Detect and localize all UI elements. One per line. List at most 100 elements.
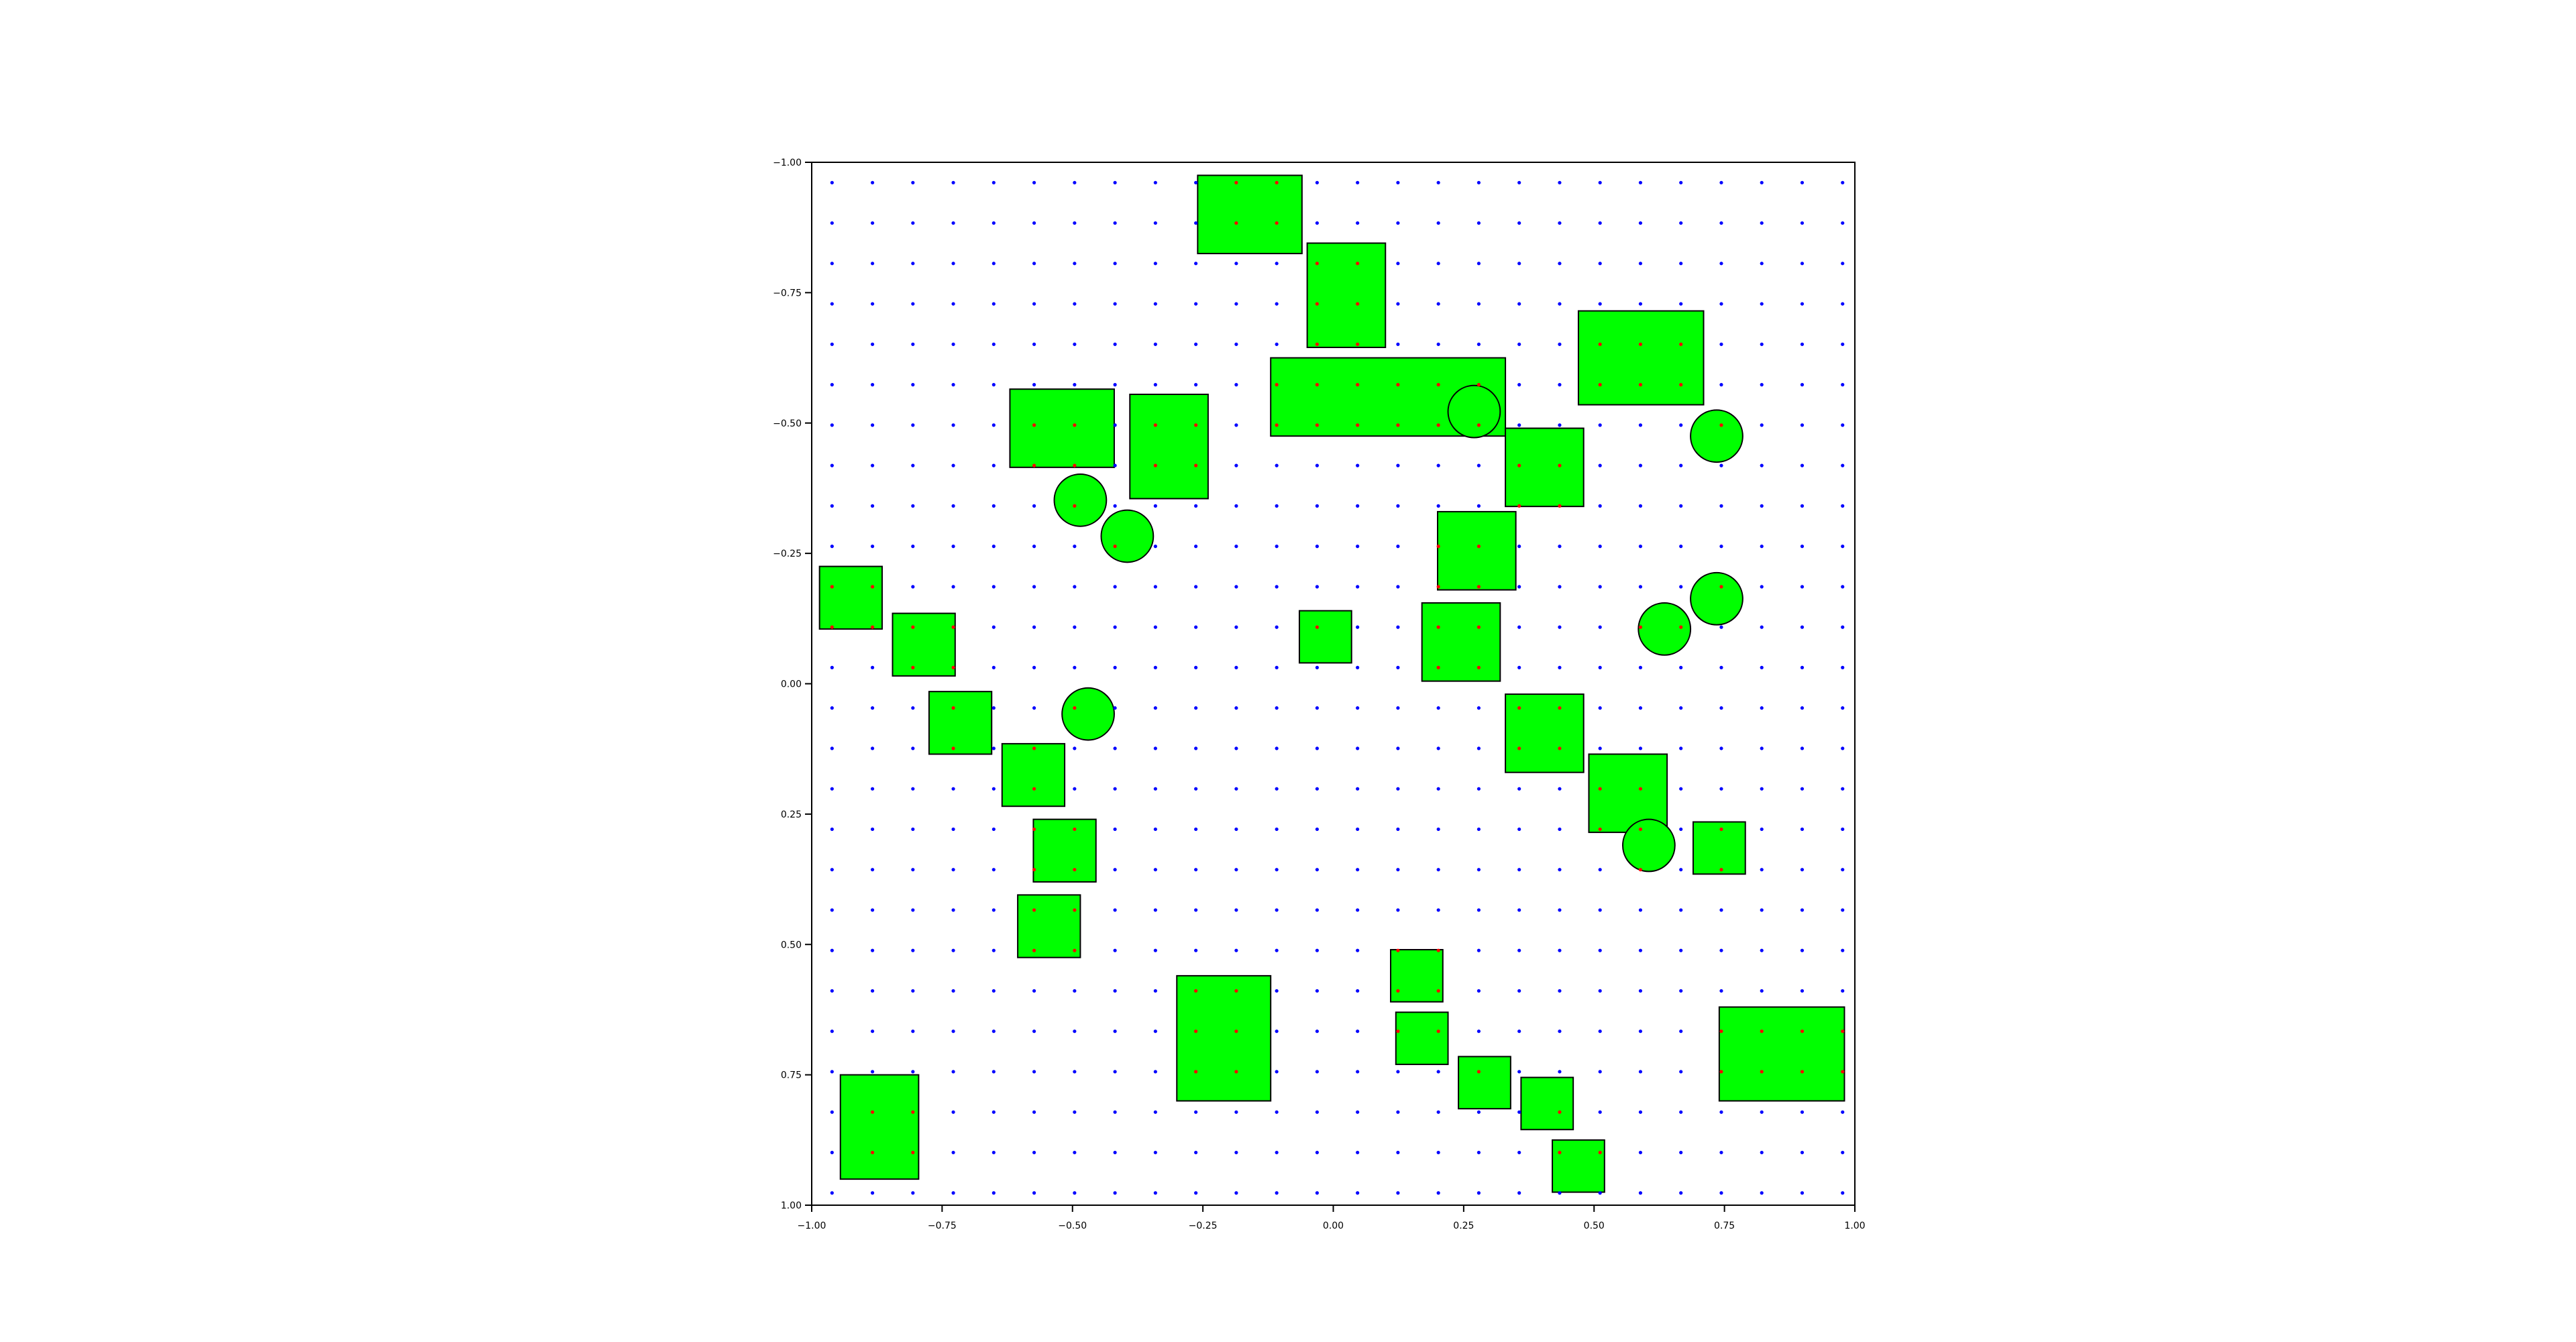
- sample-point-inside: [1315, 423, 1319, 427]
- sample-point-free: [1517, 948, 1521, 952]
- sample-point-inside: [1073, 827, 1077, 832]
- sample-point-free: [1679, 545, 1683, 549]
- sample-point-free: [830, 746, 834, 750]
- sample-point-inside: [1436, 665, 1440, 669]
- sample-point-free: [951, 545, 955, 549]
- sample-point-free: [991, 504, 996, 508]
- sample-point-free: [870, 706, 875, 710]
- sample-point-free: [1598, 989, 1602, 993]
- sample-point-free: [870, 383, 875, 387]
- sample-point-free: [1153, 383, 1157, 387]
- sample-point-free: [1638, 463, 1643, 467]
- sample-point-free: [1638, 221, 1643, 225]
- sample-point-free: [1113, 302, 1117, 306]
- sample-point-free: [1275, 625, 1279, 629]
- sample-point-free: [1679, 1029, 1683, 1033]
- sample-point-free: [1032, 262, 1036, 266]
- sample-point-free: [830, 868, 834, 872]
- sample-point-free: [1356, 868, 1360, 872]
- sample-point-free: [1153, 545, 1157, 549]
- sample-point-free: [1315, 1110, 1319, 1114]
- sample-point-free: [1598, 1110, 1602, 1114]
- sample-point-free: [991, 625, 996, 629]
- sample-point-free: [1719, 545, 1723, 549]
- sample-point-free: [1356, 1110, 1360, 1114]
- sample-point-inside: [1558, 1150, 1562, 1155]
- obstacle-rectangle-3: [1577, 310, 1705, 406]
- sample-point-free: [830, 342, 834, 346]
- sample-point-free: [1032, 545, 1036, 549]
- sample-point-free: [1032, 706, 1036, 710]
- sample-point-inside: [1477, 1070, 1481, 1074]
- sample-point-free: [1396, 180, 1400, 184]
- sample-point-free: [1396, 1070, 1400, 1074]
- sample-point-free: [830, 302, 834, 306]
- sample-point-inside: [911, 1110, 915, 1114]
- obstacle-rectangle-9: [818, 565, 883, 630]
- sample-point-free: [830, 262, 834, 266]
- sample-point-free: [1275, 1029, 1279, 1033]
- sample-point-free: [1396, 827, 1400, 832]
- sample-point-free: [1032, 504, 1036, 508]
- sample-point-free: [1679, 1070, 1683, 1074]
- sample-point-inside: [1194, 1070, 1198, 1074]
- sample-point-free: [991, 180, 996, 184]
- sample-point-free: [1800, 221, 1805, 225]
- sample-point-free: [830, 1150, 834, 1155]
- sample-point-free: [1194, 706, 1198, 710]
- sample-point-free: [1315, 585, 1319, 589]
- sample-point-free: [1558, 302, 1562, 306]
- sample-point-free: [911, 221, 915, 225]
- sample-point-inside: [1396, 1029, 1400, 1033]
- sample-point-free: [1558, 262, 1562, 266]
- sample-point-free: [1517, 1191, 1521, 1195]
- sample-point-free: [1113, 221, 1117, 225]
- y-tick-label: 0.00: [781, 679, 802, 690]
- x-tick-label: 0.50: [1584, 1221, 1605, 1231]
- sample-point-free: [1073, 1110, 1077, 1114]
- sample-point-free: [1841, 302, 1845, 306]
- sample-point-free: [1638, 948, 1643, 952]
- sample-point-free: [1032, 1191, 1036, 1195]
- sample-point-free: [1315, 948, 1319, 952]
- sample-point-free: [1841, 342, 1845, 346]
- sample-point-free: [1477, 180, 1481, 184]
- sample-point-free: [870, 221, 875, 225]
- sample-point-free: [1234, 342, 1238, 346]
- sample-point-free: [830, 706, 834, 710]
- sample-point-free: [1760, 342, 1764, 346]
- sample-point-inside: [1638, 827, 1643, 832]
- sample-point-inside: [1436, 948, 1440, 952]
- sample-point-free: [1356, 787, 1360, 791]
- sample-point-free: [1841, 262, 1845, 266]
- sample-point-free: [1638, 504, 1643, 508]
- sample-point-free: [911, 262, 915, 266]
- sample-point-free: [1800, 423, 1805, 427]
- sample-point-free: [1558, 545, 1562, 549]
- sample-point-free: [1194, 585, 1198, 589]
- sample-point-free: [911, 383, 915, 387]
- sample-point-free: [1841, 625, 1845, 629]
- sample-point-inside: [1477, 383, 1481, 387]
- sample-point-inside: [1517, 504, 1521, 508]
- sample-point-free: [1760, 504, 1764, 508]
- sample-point-free: [1194, 908, 1198, 912]
- sample-point-free: [1275, 302, 1279, 306]
- sample-point-free: [1679, 180, 1683, 184]
- sample-point-free: [1800, 827, 1805, 832]
- sample-point-free: [991, 262, 996, 266]
- sample-point-free: [1800, 180, 1805, 184]
- sample-point-free: [1356, 221, 1360, 225]
- sample-point-free: [1598, 504, 1602, 508]
- sample-point-inside: [1194, 423, 1198, 427]
- sample-point-free: [1073, 545, 1077, 549]
- sample-point-free: [1234, 706, 1238, 710]
- sample-point-free: [1194, 383, 1198, 387]
- sample-point-free: [1194, 1191, 1198, 1195]
- sample-point-free: [1275, 545, 1279, 549]
- obstacle-rectangle-18: [1692, 821, 1746, 875]
- sample-point-free: [1153, 868, 1157, 872]
- sample-point-inside: [1234, 1029, 1238, 1033]
- sample-point-free: [870, 1191, 875, 1195]
- sample-point-inside: [1598, 342, 1602, 346]
